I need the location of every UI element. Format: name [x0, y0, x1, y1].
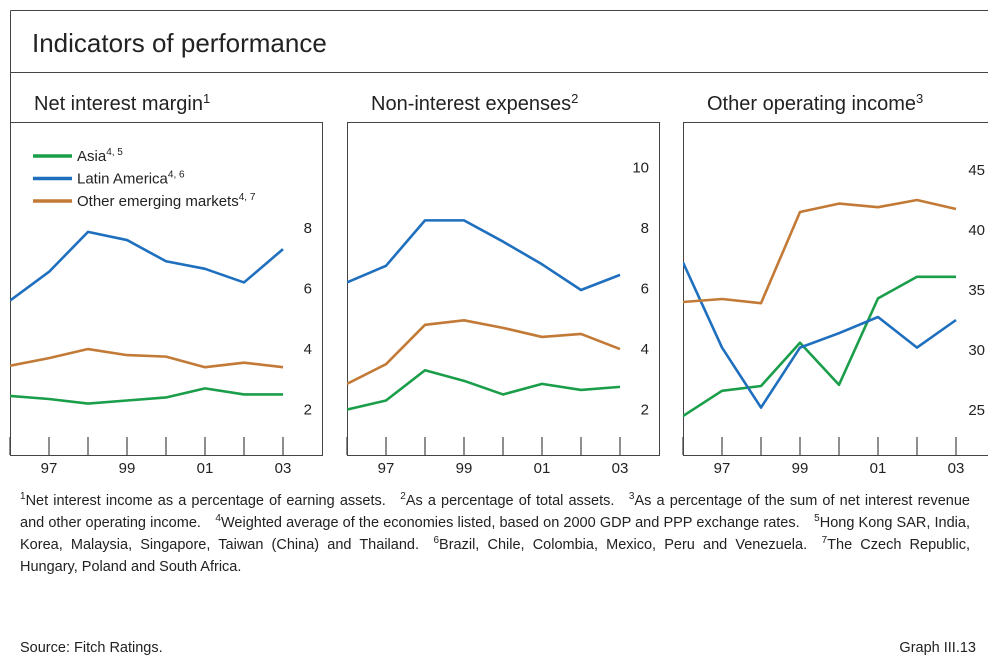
x-tick-label: 99	[119, 460, 136, 477]
x-tick-label: 01	[197, 460, 214, 477]
series-line	[683, 275, 956, 418]
footnote-text: Brazil, Chile, Colombia, Mexico, Peru an…	[439, 537, 808, 553]
footnote-text: The Czech Republic, Hungary, Poland and …	[20, 537, 971, 575]
series-line	[683, 261, 957, 409]
footnote-mark: 6	[433, 535, 440, 547]
legend-name: Latin America	[77, 171, 169, 188]
series-line	[683, 198, 957, 305]
panel-title: Non-interest expenses2	[371, 91, 578, 115]
y-tick-label: 25	[968, 402, 985, 419]
y-tick-label: 10	[632, 159, 649, 176]
y-tick-label: 6	[304, 281, 312, 298]
legend-sup: 4, 5	[106, 147, 123, 158]
y-tick-label: 4	[641, 341, 649, 358]
series-line	[10, 387, 283, 405]
series-line	[347, 318, 621, 386]
x-tick-label: 03	[275, 460, 292, 477]
panel-frame	[683, 122, 988, 456]
panel-title-sup: 3	[916, 91, 923, 106]
page-title: Indicators of performance	[32, 28, 327, 58]
panel-title-sup: 2	[571, 91, 578, 106]
legend-label: Latin America4, 6	[77, 170, 185, 188]
series-line	[10, 230, 284, 302]
panel-frame	[347, 122, 660, 456]
legend-label: Asia4, 5	[77, 147, 123, 165]
footnote-text: Net interest income as a percentage of e…	[25, 493, 386, 509]
footnote-mark: 2	[400, 491, 406, 503]
panel-title: Net interest margin1	[34, 91, 210, 115]
legend-name: Asia	[77, 148, 107, 165]
y-tick-label: 8	[304, 220, 312, 237]
y-tick-label: 4	[304, 341, 312, 358]
x-tick-label: 97	[378, 460, 395, 477]
panel-title-sup: 1	[203, 91, 210, 106]
y-tick-label: 35	[968, 282, 985, 299]
panel-title: Other operating income3	[707, 91, 923, 115]
panel-title-text: Other operating income	[707, 93, 916, 115]
y-tick-label: 2	[641, 402, 649, 419]
x-tick-label: 03	[612, 460, 629, 477]
y-tick-label: 30	[968, 342, 985, 359]
series-line	[10, 347, 284, 369]
y-tick-label: 8	[641, 220, 649, 237]
panel-title-text: Non-interest expenses	[371, 93, 571, 115]
footnote-mark: 3	[628, 491, 635, 503]
footnote-text: Hong Kong SAR, India, Korea, Malaysia, S…	[20, 515, 970, 553]
x-tick-label: 97	[41, 460, 58, 477]
footnote-mark: 7	[821, 535, 828, 547]
series-line	[347, 368, 621, 411]
y-tick-label: 40	[968, 222, 985, 239]
panel-frame	[10, 122, 323, 456]
footnote-mark: 5	[814, 513, 820, 525]
legend-name: Other emerging markets	[77, 193, 239, 210]
footnote-mark: 1	[20, 491, 26, 503]
x-tick-label: 97	[714, 460, 731, 477]
graph-label: Graph III.13	[899, 640, 976, 656]
x-tick-label: 01	[534, 460, 551, 477]
footnote-text: As a percentage of total assets.	[405, 493, 615, 509]
x-tick-label: 03	[948, 460, 965, 477]
footnote-text: As a percentage of the sum of net intere…	[20, 493, 970, 531]
footnote-text: Weighted average of the economies listed…	[220, 515, 800, 531]
panel-title-text: Net interest margin	[34, 93, 203, 115]
y-tick-label: 6	[641, 281, 649, 298]
y-tick-label: 2	[304, 402, 312, 419]
y-tick-label: 45	[968, 162, 985, 179]
x-tick-label: 99	[456, 460, 473, 477]
source: Source: Fitch Ratings.	[20, 640, 163, 656]
legend-sup: 4, 7	[239, 192, 256, 203]
x-tick-label: 01	[870, 460, 887, 477]
footnote-mark: 4	[215, 513, 221, 525]
legend-label: Other emerging markets4, 7	[77, 192, 256, 210]
series-line	[347, 219, 621, 292]
legend-sup: 4, 6	[168, 170, 185, 181]
x-tick-label: 99	[792, 460, 809, 477]
footnotes: 1Net interest income as a percentage of …	[20, 490, 970, 578]
